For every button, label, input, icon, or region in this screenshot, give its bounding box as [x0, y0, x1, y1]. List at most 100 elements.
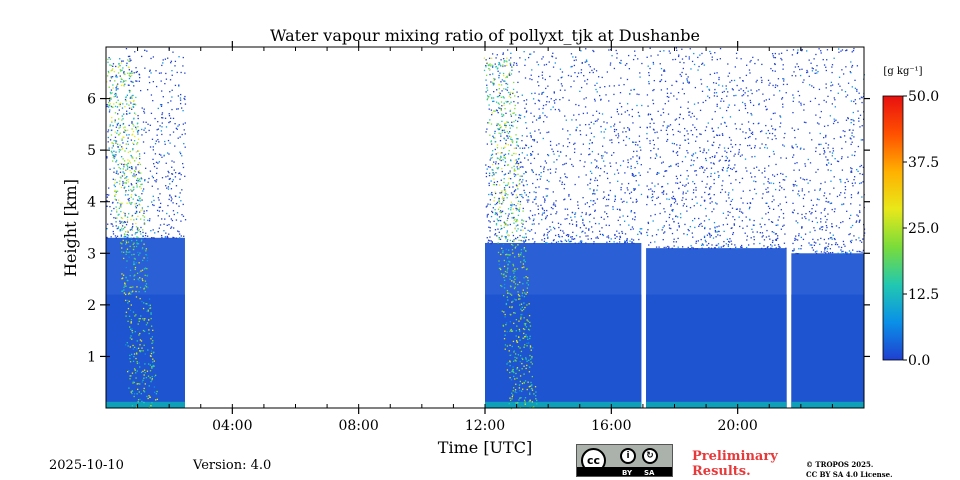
noise-speck	[606, 241, 608, 243]
plume-speck	[143, 216, 146, 218]
noise-speck	[139, 157, 141, 160]
noise-speck	[499, 92, 501, 95]
noise-speck	[596, 179, 598, 182]
noise-speck	[184, 72, 186, 74]
noise-speck	[522, 166, 524, 168]
noise-speck	[515, 184, 518, 186]
noise-speck	[673, 95, 675, 97]
plume-speck	[117, 99, 119, 101]
noise-speck	[598, 112, 601, 114]
noise-speck	[711, 144, 713, 146]
noise-speck	[488, 172, 491, 174]
noise-speck	[577, 201, 579, 203]
plume-speck	[123, 211, 125, 214]
noise-speck	[799, 148, 802, 150]
plume-speck	[522, 328, 525, 330]
plume-speck	[147, 309, 149, 311]
noise-speck	[771, 200, 773, 203]
noise-speck	[849, 129, 851, 131]
noise-speck	[673, 202, 676, 204]
noise-speck	[676, 216, 679, 218]
plume-speck	[113, 96, 115, 98]
plume-speck	[125, 80, 127, 82]
plume-speck	[529, 335, 531, 337]
noise-speck	[629, 240, 631, 242]
noise-speck	[753, 243, 755, 245]
noise-speck	[489, 240, 491, 242]
plume-speck	[510, 379, 513, 381]
plume-speck	[511, 249, 514, 251]
noise-speck	[851, 51, 853, 53]
plume-speck	[513, 371, 515, 374]
plume-speck	[509, 138, 512, 140]
noise-speck	[520, 114, 522, 117]
noise-speck	[845, 96, 847, 98]
noise-speck	[820, 221, 822, 223]
noise-speck	[633, 188, 635, 190]
plume-speck	[112, 106, 114, 108]
plume-speck	[514, 95, 516, 97]
plume-speck	[133, 393, 136, 395]
noise-speck	[183, 129, 185, 131]
noise-speck	[116, 181, 118, 184]
noise-speck	[764, 146, 766, 149]
plume-speck	[508, 249, 510, 251]
noise-speck	[765, 124, 767, 127]
plume-speck	[522, 403, 524, 406]
plume-speck	[515, 220, 518, 222]
noise-speck	[780, 122, 782, 124]
plume-speck	[138, 318, 140, 320]
noise-speck	[833, 210, 836, 213]
noise-speck	[646, 94, 649, 96]
noise-speck	[496, 54, 498, 56]
noise-speck	[660, 74, 663, 76]
noise-speck	[674, 215, 677, 218]
noise-speck	[682, 205, 684, 207]
noise-speck	[501, 170, 503, 173]
noise-speck	[841, 49, 844, 51]
noise-speck	[847, 117, 849, 119]
plume-speck	[520, 254, 522, 257]
plume-speck	[504, 344, 507, 346]
noise-speck	[586, 112, 588, 114]
plume-speck	[152, 340, 154, 342]
noise-speck	[703, 220, 706, 222]
noise-speck	[137, 163, 139, 166]
noise-speck	[759, 232, 761, 234]
plume-speck	[504, 153, 507, 156]
noise-speck	[857, 145, 860, 148]
noise-speck	[765, 236, 768, 238]
noise-speck	[807, 158, 809, 161]
noise-speck	[783, 145, 785, 147]
plume-speck	[489, 134, 491, 136]
noise-speck	[849, 137, 851, 139]
noise-speck	[714, 155, 716, 157]
noise-speck	[110, 236, 112, 238]
plume-speck	[125, 315, 127, 317]
noise-speck	[747, 121, 750, 123]
noise-speck	[553, 100, 555, 102]
noise-speck	[158, 199, 160, 201]
noise-speck	[752, 122, 755, 125]
noise-speck	[179, 151, 181, 153]
plume-speck	[153, 386, 156, 388]
plume-speck	[521, 219, 523, 221]
plume-speck	[131, 72, 134, 74]
plume-speck	[137, 150, 140, 152]
noise-speck	[567, 235, 570, 238]
noise-speck	[109, 80, 111, 82]
noise-speck	[547, 153, 549, 156]
noise-speck	[571, 236, 573, 238]
noise-speck	[620, 198, 622, 200]
noise-speck	[735, 246, 737, 248]
noise-speck	[519, 178, 521, 181]
noise-speck	[491, 114, 493, 116]
noise-speck	[703, 236, 706, 239]
noise-speck	[115, 172, 117, 174]
noise-speck	[824, 151, 826, 153]
cc-badge-strip	[577, 467, 672, 476]
plume-speck	[144, 249, 146, 251]
noise-speck	[671, 247, 673, 249]
plume-speck	[126, 94, 129, 96]
plume-speck	[524, 306, 526, 309]
